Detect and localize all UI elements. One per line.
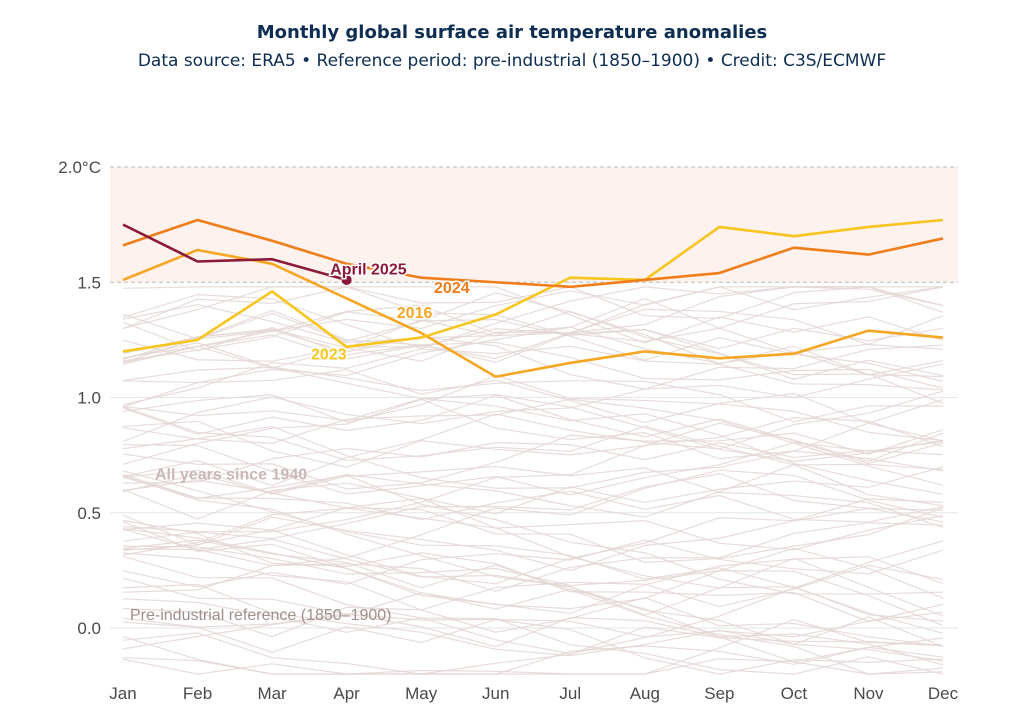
background-year-line [122,286,944,363]
background-year-line [122,552,944,647]
background-year-line [122,469,944,567]
background-year-line [122,522,944,593]
background-year-line [122,304,944,350]
background-year-line [122,342,944,423]
background-year-line [122,393,944,462]
x-tick-label: Jul [559,684,581,703]
x-tick-label: Aug [630,684,660,703]
background-year-line [122,286,943,364]
background-year-line [122,498,944,585]
background-year-line [122,540,944,655]
x-tick-label: Apr [333,684,360,703]
background-year-line [122,345,944,406]
chart-subtitle: Data source: ERA5 • Reference period: pr… [137,51,887,71]
background-year-line [122,369,944,442]
background-year-line [122,507,944,572]
series-labels: 2016 2023 2024 April 2025 [310,260,472,365]
background-year-line [122,507,944,556]
background-year-line [122,466,944,520]
series-label-2023: 2023 [311,347,347,364]
background-year-line [122,632,944,675]
chart-title: Monthly global surface air temperature a… [256,22,768,43]
x-tick-label: May [405,684,438,703]
background-year-line [122,626,944,675]
background-years [122,286,944,675]
background-year-line [122,366,944,495]
background-year-line [122,398,944,486]
reference-label: Pre-industrial reference (1850–1900) [130,607,391,624]
background-year-line [122,309,944,389]
x-axis-ticks: Jan Feb Mar Apr May Jun Jul Aug Sep Oct Nov Dec [109,684,958,703]
background-year-line [122,390,944,487]
background-year-line [122,521,944,610]
series-label-2024: 2024 [434,280,470,297]
background-year-line [122,374,944,442]
background-year-line [122,474,944,523]
x-tick-label: Mar [257,684,287,703]
background-year-line [122,545,944,627]
x-tick-label: Dec [928,684,959,703]
background-years-label: All years since 1940 [155,467,307,484]
latest-point-marker [341,274,352,285]
background-year-line [122,555,944,675]
y-tick-label: 1.0 [77,389,101,408]
x-tick-label: Jun [482,684,509,703]
background-year-line [122,611,944,653]
highlight-series [122,218,944,379]
series-label-2016: 2016 [397,305,433,322]
y-tick-label: 1.5 [77,273,101,292]
series-line-april-2025 [122,223,347,282]
background-year-line [122,528,944,615]
series-line-2023 [122,218,944,353]
series-line-2016 [122,248,944,379]
y-tick-label: 0.5 [77,504,101,523]
background-year-line [122,473,944,542]
background-year-line [122,327,944,369]
background-year-line [122,519,944,623]
background-year-line [122,442,944,484]
background-year-line [122,286,944,381]
series-label-april-2025: April 2025 [330,261,407,278]
x-tick-label: Sep [704,684,734,703]
y-tick-label: 2.0°C [58,158,101,177]
series-line-2024 [122,218,944,289]
background-year-line [122,470,944,634]
y-tick-label: 0.0 [77,619,101,638]
background-year-line [122,564,944,638]
background-year-line [122,583,944,657]
background-year-line [122,286,944,344]
background-year-line [122,464,944,518]
background-year-line [122,539,944,588]
background-year-line [122,588,944,675]
background-year-line [122,577,944,675]
x-tick-label: Feb [183,684,212,703]
background-year-line [122,618,944,675]
x-tick-label: Nov [853,684,884,703]
background-year-line [122,398,944,472]
background-year-line [122,469,944,563]
threshold-band [110,167,958,283]
background-year-line [122,286,944,362]
background-year-line [122,406,944,471]
background-year-line [122,310,944,404]
background-year-line [122,497,944,617]
background-year-line [122,304,944,376]
x-tick-label: Jan [109,684,136,703]
x-tick-label: Oct [781,684,808,703]
y-axis-ticks: 0.0 0.5 1.0 1.5 2.0°C [58,158,101,638]
background-year-line [122,420,944,468]
background-year-line [122,363,944,443]
